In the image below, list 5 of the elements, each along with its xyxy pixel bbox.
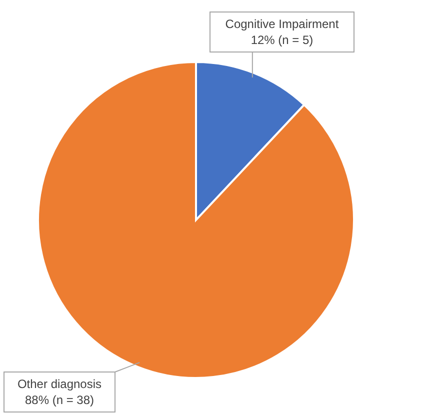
pie-slice	[37, 61, 355, 379]
data-label: 88% (n = 38)	[24, 393, 94, 407]
slice-label: Cognitive Impairment	[225, 17, 340, 31]
slice-label: Other diagnosis	[17, 377, 102, 391]
data-label: 12% (n = 5)	[250, 33, 314, 47]
